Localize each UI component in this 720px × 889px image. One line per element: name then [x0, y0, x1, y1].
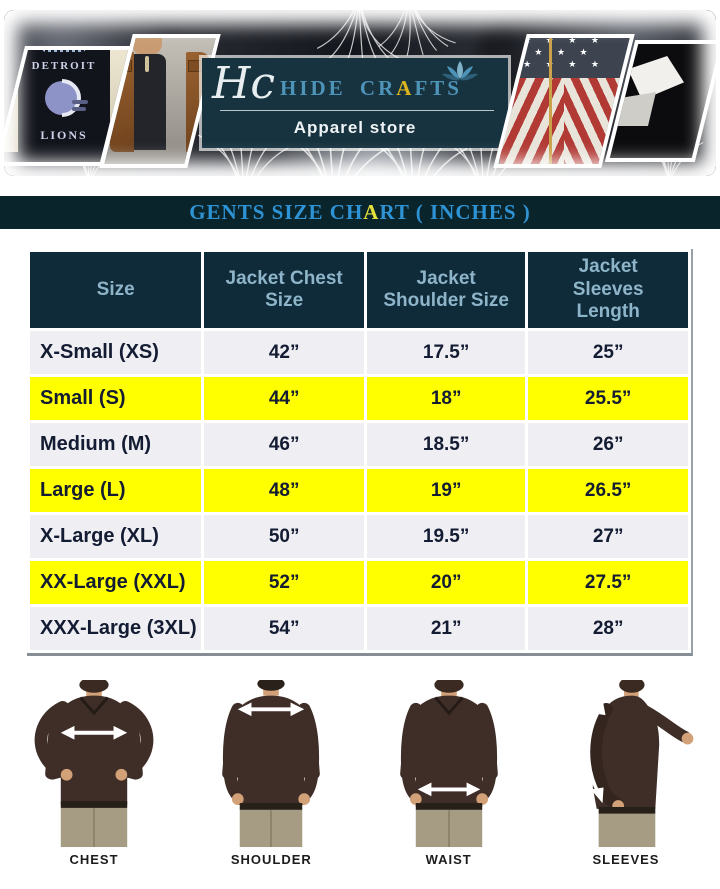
front-model-waist-illustration — [399, 680, 498, 848]
title-part: GENTS SIZE CH — [189, 200, 364, 224]
chest-cell: 42” — [204, 331, 364, 374]
jacket-collar — [42, 50, 86, 52]
size-row: XX-Large (XXL) 52” 20” 27.5” — [30, 561, 688, 604]
size-cell: Medium (M) — [30, 423, 202, 466]
football-helmet-icon — [45, 79, 88, 117]
shoulder-cell: 18” — [366, 377, 526, 420]
chest-cell: 48” — [204, 469, 364, 512]
sleeves-cell: 27” — [528, 515, 688, 558]
shoulder-cell: 18.5” — [366, 423, 526, 466]
white-leather-patch — [628, 56, 684, 100]
brand-monogram: Hc — [212, 58, 276, 109]
size-chart-body: X-Small (XS) 42” 17.5” 25” Small (S) 44”… — [30, 331, 688, 650]
size-row: Small (S) 44” 18” 25.5” — [30, 377, 688, 420]
header-banner: DETROIT LIONS — [4, 10, 716, 176]
lotus-flower-icon — [442, 61, 478, 81]
sleeves-cell: 26” — [528, 423, 688, 466]
brand-tagline: Apparel store — [293, 118, 417, 137]
chest-arrow-icon — [60, 725, 128, 740]
chest-cell: 46” — [204, 423, 364, 466]
title-accent: A — [363, 200, 380, 224]
shoulder-cell: 19” — [366, 469, 526, 512]
shoulder-arrow-icon — [238, 702, 305, 717]
brand-name-accent: A — [396, 76, 415, 100]
chest-cell: 54” — [204, 607, 364, 650]
size-cell: XX-Large (XXL) — [30, 561, 202, 604]
varsity-jacket-photo: DETROIT LIONS — [4, 50, 128, 162]
sleeves-cell: 28” — [528, 607, 688, 650]
measurement-guide: CHEST SHOULDER — [8, 680, 712, 867]
necklace — [145, 56, 149, 72]
waist-arrow-icon — [417, 782, 480, 797]
size-row: Medium (M) 46” 18.5” 26” — [30, 423, 688, 466]
brand-name-part: FTS — [414, 76, 462, 100]
chest-measure-figure: CHEST — [8, 680, 180, 867]
size-chart-table: Size Jacket Chest Size Jacket Shoulder S… — [27, 249, 691, 653]
size-row: X-Small (XS) 42” 17.5” 25” — [30, 331, 688, 374]
front-model-chest-illustration — [34, 680, 154, 848]
brand-name: HIDE CRAFTS — [280, 76, 462, 101]
size-chart-title-bar: GENTS SIZE CHART ( INCHES ) — [0, 196, 720, 229]
jacket-zipper — [549, 38, 552, 164]
size-row: X-Large (XL) 50” 19.5” 27” — [30, 515, 688, 558]
column-header-sleeves: Jacket Sleeves Length — [528, 252, 688, 328]
shoulder-measure-figure: SHOULDER — [185, 680, 357, 867]
size-row: Large (L) 48” 19” 26.5” — [30, 469, 688, 512]
figure-label-chest: CHEST — [69, 852, 119, 867]
size-row: XXX-Large (3XL) 54” 21” 28” — [30, 607, 688, 650]
shoulder-cell: 21” — [366, 607, 526, 650]
column-header-chest: Jacket Chest Size — [204, 252, 364, 328]
chest-cell: 52” — [204, 561, 364, 604]
sleeves-cell: 26.5” — [528, 469, 688, 512]
size-cell: XXX-Large (3XL) — [30, 607, 202, 650]
logo-divider — [220, 110, 494, 111]
size-cell: X-Large (XL) — [30, 515, 202, 558]
sleeves-cell: 25.5” — [528, 377, 688, 420]
brand-name-part: HIDE CR — [280, 76, 397, 100]
shoulder-cell: 20” — [366, 561, 526, 604]
column-header-size: Size — [30, 252, 202, 328]
chest-cell: 44” — [204, 377, 364, 420]
size-cell: X-Small (XS) — [30, 331, 202, 374]
size-chart-header-row: Size Jacket Chest Size Jacket Shoulder S… — [30, 252, 688, 328]
side-model-sleeve-illustration — [586, 680, 694, 848]
sleeve-arrow-icon — [586, 699, 606, 804]
back-model-shoulder-illustration — [222, 680, 321, 848]
chest-cell: 50” — [204, 515, 364, 558]
sleeves-cell: 25” — [528, 331, 688, 374]
shoulder-cell: 17.5” — [366, 331, 526, 374]
waist-measure-figure: WAIST — [363, 680, 535, 867]
size-cell: Small (S) — [30, 377, 202, 420]
size-chart-title: GENTS SIZE CHART ( INCHES ) — [189, 200, 531, 225]
title-part: RT ( INCHES ) — [379, 200, 531, 224]
figure-label-waist: WAIST — [425, 852, 472, 867]
figure-label-shoulder: SHOULDER — [230, 852, 312, 867]
figure-label-sleeves: SLEEVES — [592, 852, 660, 867]
sleeves-cell: 27.5” — [528, 561, 688, 604]
size-chart-table-wrap: Size Jacket Chest Size Jacket Shoulder S… — [27, 249, 693, 656]
sleeves-measure-figure: SLEEVES — [540, 680, 712, 867]
brand-logo: Hc HIDE CRAFTS Apparel store — [202, 58, 508, 148]
column-header-shoulder: Jacket Shoulder Size — [366, 252, 526, 328]
shoulder-cell: 19.5” — [366, 515, 526, 558]
size-cell: Large (L) — [30, 469, 202, 512]
